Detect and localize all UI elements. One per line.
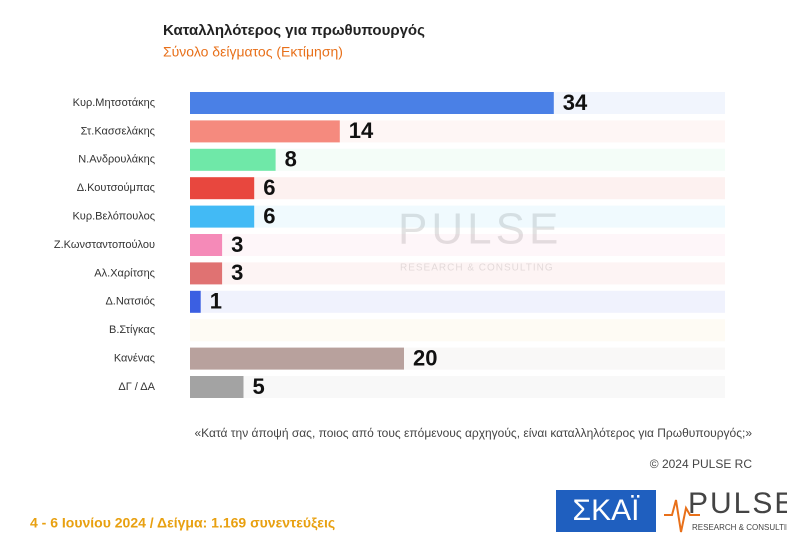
category-label: Ν.Ανδρουλάκης [78,154,155,166]
copyright: © 2024 PULSE RC [650,457,753,471]
value-label: 14 [349,118,374,143]
logo-skai-box [556,490,656,532]
bar [190,347,404,370]
category-label: Ζ.Κωνσταντοπούλου [54,239,155,251]
chart-title: Καταλληλότερος για πρωθυπουργός [163,22,425,39]
logo-pulse: PULSE [688,487,787,520]
logo-skai: ΣΚΑΪ [573,494,641,527]
category-label: Κυρ.Μητσοτάκης [73,97,155,109]
bar [190,290,201,313]
bar [190,234,223,256]
category-label: Στ.Κασσελάκης [81,125,155,137]
category-label: Β.Στίγκας [109,324,155,336]
bar-track [190,376,725,398]
bar-track [190,290,725,313]
bar-track [190,177,725,200]
bar [190,262,223,285]
bar [190,120,340,143]
value-label: 3 [231,232,243,257]
bar [190,177,255,200]
bar-track [190,234,725,256]
value-label: 5 [253,374,265,399]
watermark: PULSE RESEARCH & CONSULTING [398,205,562,274]
value-label: 6 [263,203,275,228]
logo-pulse-icon [664,499,700,533]
category-label: Δ.Κουτσούμπας [77,182,155,194]
category-label: Κυρ.Βελόπουλος [72,211,155,223]
bar [190,376,244,398]
value-label: 6 [263,175,275,200]
footer: 4 - 6 Ιουνίου 2024 / Δείγμα: 1.169 συνεν… [30,515,335,531]
value-label: 8 [285,147,297,172]
category-label: Αλ.Χαρίτσης [94,267,155,279]
bar-track [190,262,725,285]
watermark-text: PULSE [398,205,562,254]
logo-pulse-sub: RESEARCH & CONSULTING [692,523,787,532]
bar-track [190,319,725,342]
category-label: Κανένας [114,353,155,365]
bar-track [190,205,725,228]
watermark-sub: RESEARCH & CONSULTING [400,263,554,274]
category-label: Δ.Νατσιός [105,296,155,308]
bar [190,148,276,171]
value-label: 1 [210,289,222,314]
bar [190,92,554,114]
bar-track [190,148,725,171]
category-label: ΔΓ / ΔΑ [118,381,155,393]
value-label: 20 [413,345,437,370]
value-label: 3 [231,260,243,285]
question: «Κατά την άποψή σας, ποιος από τους επόμ… [195,426,753,440]
value-label: 34 [563,90,588,115]
chart-subtitle: Σύνολο δείγματος (Εκτίμηση) [163,44,343,60]
bar [190,205,255,228]
